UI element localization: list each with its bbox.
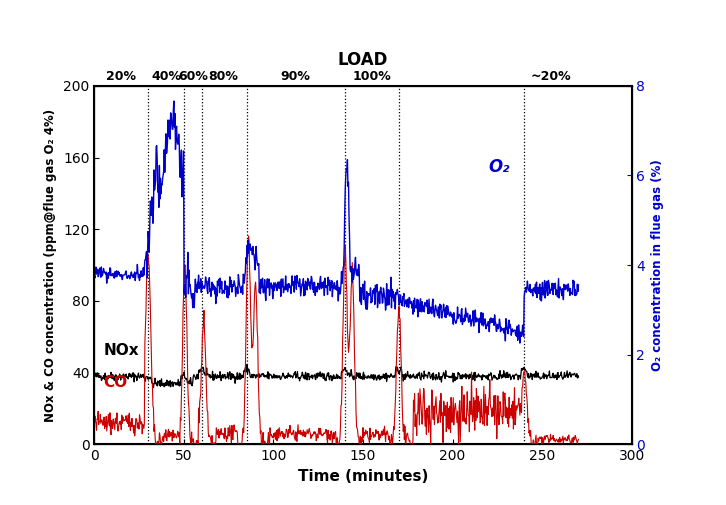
Y-axis label: O₂ concentration in flue gas (%): O₂ concentration in flue gas (%) [651, 159, 664, 371]
Y-axis label: NOx & CO concentration (ppm@flue gas O₂ 4%): NOx & CO concentration (ppm@flue gas O₂ … [44, 109, 57, 422]
Text: CO: CO [103, 375, 128, 390]
Text: NOx: NOx [103, 343, 139, 358]
X-axis label: Time (minutes): Time (minutes) [298, 469, 428, 484]
Text: O₂: O₂ [489, 158, 510, 176]
X-axis label: LOAD: LOAD [338, 50, 388, 69]
